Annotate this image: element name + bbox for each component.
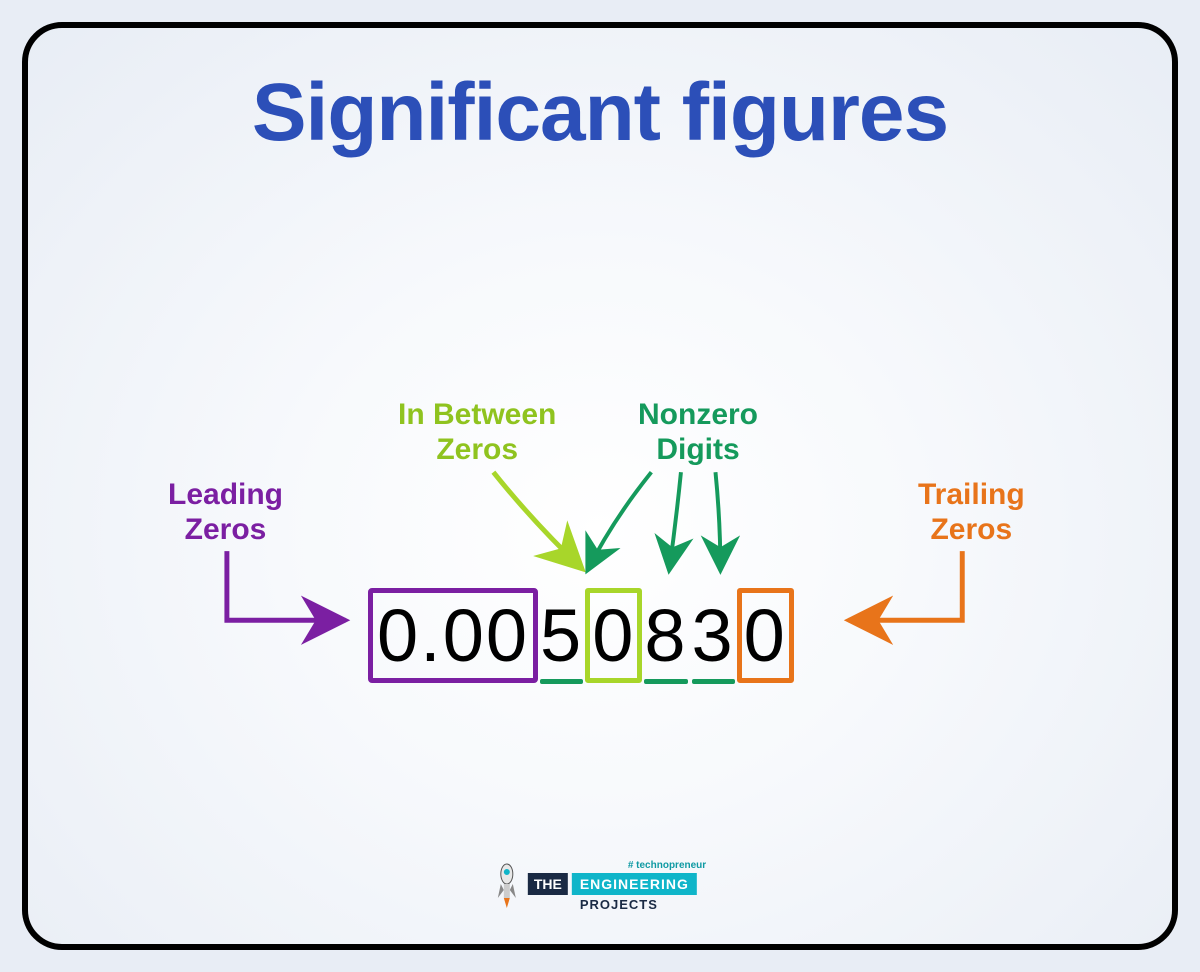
arrow-nonzero-1: [587, 472, 651, 571]
footer-logo: # technopreneur THE ENGINEERING PROJECTS: [494, 860, 706, 912]
content-frame: Significant figures Leading Zeros In Bet…: [22, 22, 1178, 950]
example-number: 0.0050830: [368, 588, 794, 683]
arrow-nonzero-3: [715, 472, 720, 571]
logo-text-block: # technopreneur THE ENGINEERING PROJECTS: [528, 860, 706, 912]
logo-engineering: ENGINEERING: [572, 873, 697, 895]
arrow-inbetween: [493, 472, 582, 569]
digit-trailing-zero: 0: [737, 588, 794, 683]
digits-leading-zeros: 0.00: [368, 588, 538, 683]
label-nonzero-digits: Nonzero Digits: [638, 398, 758, 467]
digit-nonzero-8: 8: [642, 593, 689, 678]
digit-inbetween-zero: 0: [585, 588, 642, 683]
arrow-nonzero-2: [669, 472, 681, 571]
logo-hashtag: # technopreneur: [628, 860, 706, 871]
arrow-trailing: [849, 551, 963, 620]
arrow-leading: [227, 551, 345, 620]
rocket-icon: [494, 862, 520, 910]
logo-projects: PROJECTS: [580, 897, 658, 912]
label-trailing-zeros: Trailing Zeros: [918, 478, 1025, 547]
label-in-between-zeros: In Between Zeros: [398, 398, 556, 467]
page-title: Significant figures: [28, 66, 1172, 160]
digit-nonzero-3: 3: [690, 593, 737, 678]
digit-nonzero-5: 5: [538, 593, 585, 678]
label-leading-zeros: Leading Zeros: [168, 478, 283, 547]
logo-the: THE: [528, 873, 568, 895]
